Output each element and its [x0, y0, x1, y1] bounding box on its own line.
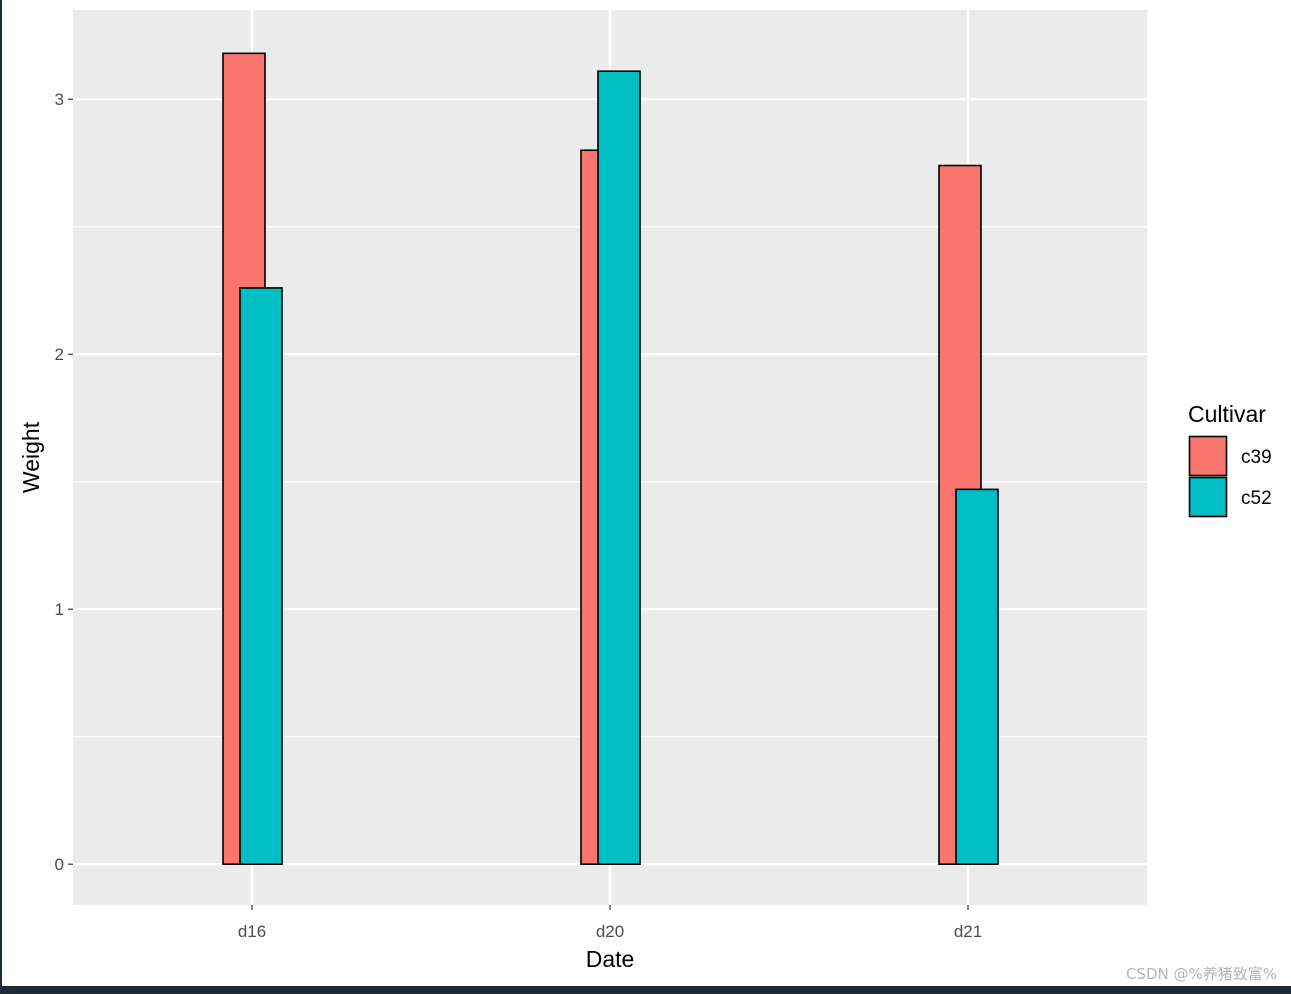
x-tick-label: d20	[596, 922, 624, 941]
y-tick-label: 1	[55, 600, 64, 619]
legend-key-c52	[1188, 476, 1228, 518]
window-bottom-border	[0, 986, 1291, 994]
x-tick-label: d21	[954, 922, 982, 941]
legend-label-c39: c39	[1241, 447, 1272, 468]
bar-c52-d16	[239, 287, 283, 866]
legend-label-c52: c52	[1241, 488, 1272, 509]
y-tick-label: 3	[55, 90, 64, 109]
x-axis-title: Date	[586, 946, 635, 972]
bar-c52-d21	[955, 488, 999, 866]
legend-title: Cultivar	[1188, 401, 1266, 427]
x-tick-label: d16	[238, 922, 266, 941]
bar-c52-d20	[597, 70, 641, 866]
y-axis-title: Weight	[18, 421, 44, 493]
y-tick-label: 0	[55, 855, 64, 874]
y-tick-label: 2	[55, 345, 64, 364]
watermark: CSDN @%养猪致富%	[1125, 965, 1277, 983]
legend-key-c39	[1188, 435, 1228, 477]
